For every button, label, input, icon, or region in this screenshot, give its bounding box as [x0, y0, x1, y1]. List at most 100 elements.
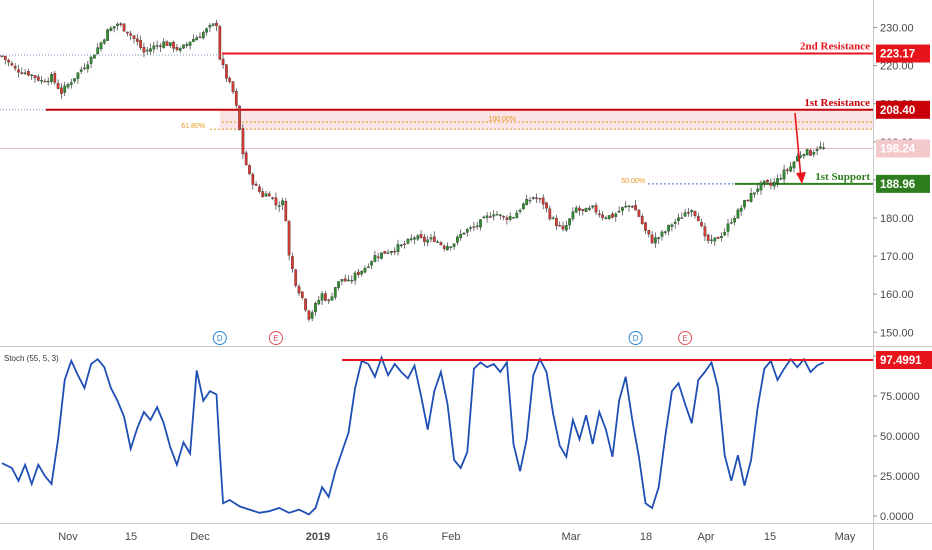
candle-body — [439, 242, 443, 246]
candle-body — [766, 179, 769, 183]
candle-body — [809, 150, 812, 156]
candle-body — [416, 235, 420, 240]
time-tick-label: 16 — [376, 531, 388, 543]
candle-body — [46, 80, 50, 83]
candle-body — [762, 180, 766, 184]
candle-body — [337, 281, 340, 288]
candle-body — [604, 217, 608, 219]
candle-body — [135, 38, 139, 42]
candle-body — [792, 161, 796, 169]
level-name: 1st Resistance — [804, 97, 870, 109]
candle-body — [40, 80, 43, 82]
candle-body — [112, 26, 116, 29]
candle-body — [248, 165, 251, 174]
price-tick-label: 150.00 — [880, 327, 914, 339]
candle-body — [66, 84, 70, 88]
price-tag — [876, 174, 930, 193]
candle-body — [386, 252, 390, 254]
candle-body — [743, 200, 746, 208]
candle-body — [320, 293, 324, 301]
candle-body — [505, 217, 509, 220]
candle-body — [73, 78, 76, 82]
stochastic-line — [1, 354, 825, 516]
candle-body — [558, 225, 562, 227]
candle-body — [234, 91, 238, 106]
candle-body — [644, 222, 647, 231]
candle-body — [805, 149, 809, 156]
candle-body — [772, 181, 776, 187]
candle-body — [630, 206, 634, 208]
candle-body — [30, 74, 34, 76]
time-tick-label: Dec — [190, 531, 210, 543]
stoch-tick-label: 50.0000 — [880, 431, 920, 443]
candle-body — [172, 41, 175, 49]
candle-body — [545, 202, 548, 209]
stoch-level-tag — [876, 351, 932, 370]
candle-body — [317, 299, 321, 305]
candle-body — [710, 239, 713, 242]
fib-label: 50.00% — [621, 178, 645, 185]
candle-body — [0, 55, 4, 58]
candle-body — [789, 166, 793, 172]
candle-body — [538, 198, 542, 200]
candle-body — [548, 208, 552, 220]
stoch-tick-label: 25.0000 — [880, 471, 920, 483]
candle-body — [753, 192, 756, 195]
candle-body — [185, 43, 189, 46]
candle-body — [588, 207, 591, 210]
candle-body — [687, 212, 690, 214]
candle-body — [221, 58, 225, 66]
candle-body — [436, 241, 439, 243]
candle-body — [238, 105, 241, 130]
price-tag — [876, 139, 930, 158]
candle-body — [456, 236, 459, 243]
candle-body — [399, 244, 403, 247]
event-marker-label: D — [217, 334, 223, 343]
candle-body — [33, 75, 37, 79]
candle-body — [795, 156, 799, 162]
candle-body — [423, 236, 426, 242]
event-marker — [268, 331, 283, 345]
candle-body — [667, 225, 670, 232]
event-marker-label: E — [682, 334, 687, 343]
candle-body — [403, 243, 406, 246]
candle-body — [310, 312, 314, 319]
candle-body — [406, 239, 410, 244]
time-tick-label: Nov — [58, 531, 78, 543]
candle-body — [729, 222, 733, 224]
candle-body — [690, 210, 694, 213]
candle-body — [129, 33, 133, 36]
candle-body — [333, 287, 337, 298]
candle-body — [498, 214, 502, 216]
candle-body — [426, 239, 430, 243]
candle-body — [241, 128, 245, 155]
price-tag-label: 198.24 — [880, 144, 916, 156]
candle-body — [10, 63, 14, 66]
candle-body — [508, 216, 512, 220]
candle-body — [680, 217, 684, 219]
candle-body — [383, 250, 387, 254]
candle-body — [347, 279, 350, 282]
candle-body — [581, 208, 585, 212]
candle-body — [726, 223, 730, 232]
candle-body — [640, 215, 644, 225]
candle-body — [106, 29, 109, 41]
price-tick-label: 230.00 — [880, 23, 914, 35]
candle-body — [462, 232, 466, 235]
candle-body — [634, 204, 637, 211]
candle-body — [720, 236, 723, 238]
candle-body — [27, 71, 30, 76]
price-tag-label: 188.96 — [880, 179, 915, 191]
event-marker — [678, 331, 693, 345]
candle-body — [43, 80, 47, 83]
axes: 230.00220.00210.00200.00190.00180.00170.… — [58, 23, 932, 543]
candle-body — [495, 214, 499, 216]
candle-body — [637, 210, 641, 217]
candle-body — [195, 37, 199, 41]
candle-body — [373, 255, 377, 262]
fib-label: 100.00% — [488, 116, 516, 123]
candle-body — [452, 243, 456, 247]
candle-body — [492, 214, 496, 217]
stochastic-pane — [1, 354, 873, 516]
candle-body — [211, 23, 215, 26]
